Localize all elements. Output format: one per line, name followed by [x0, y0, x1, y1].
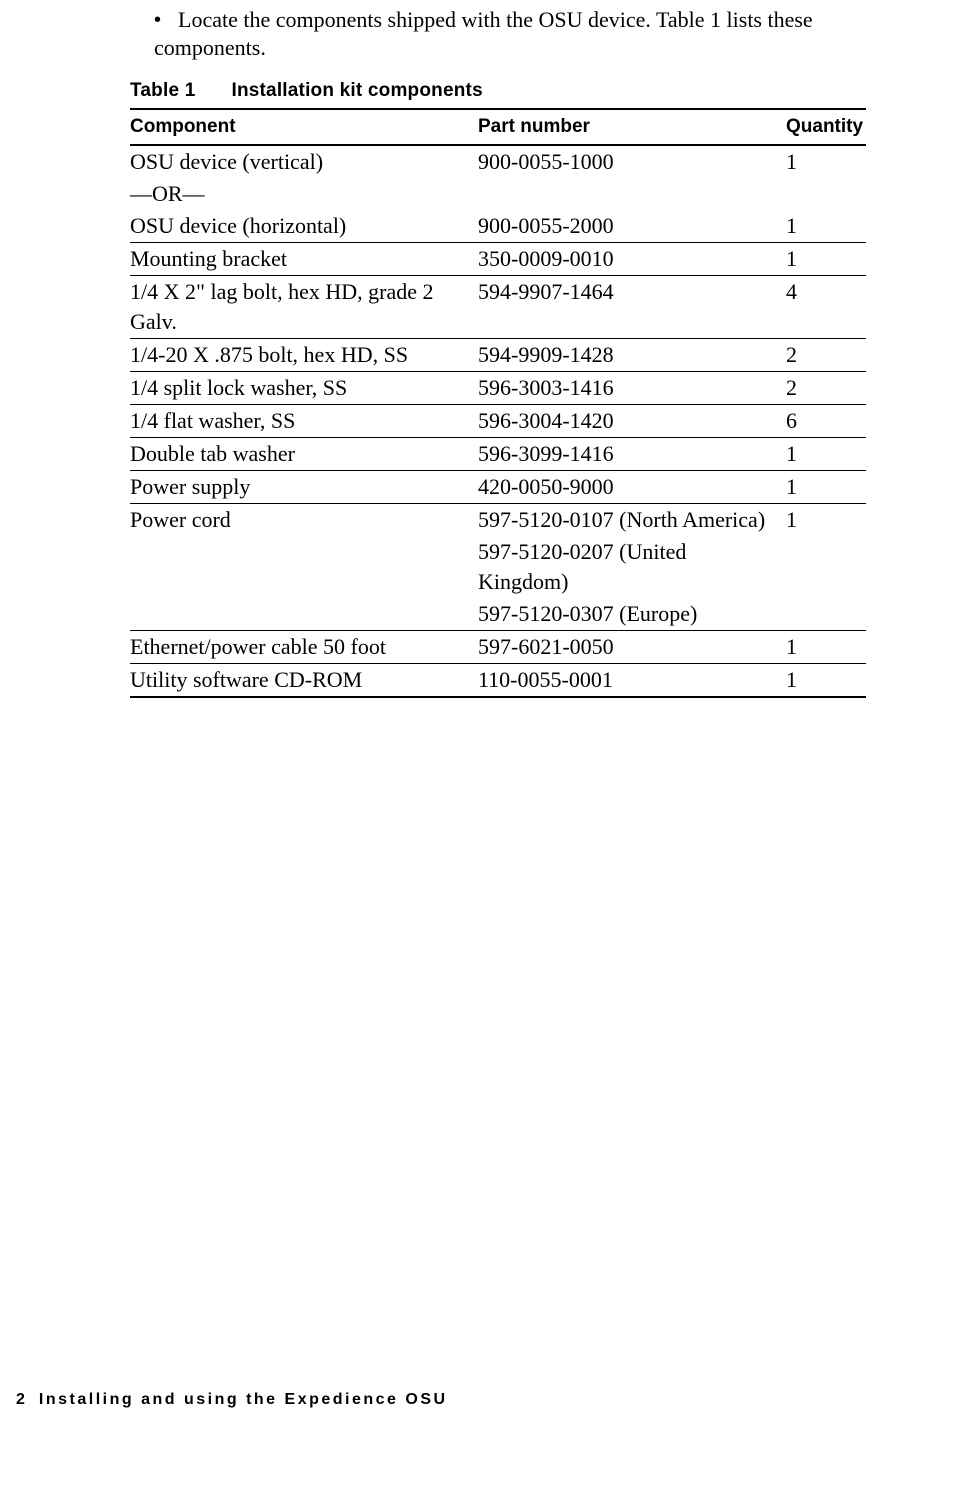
cell-part: 900-0055-1000 [478, 145, 786, 178]
cell-part: 597-5120-0207 (United Kingdom) [478, 536, 786, 598]
cell-qty [786, 598, 866, 631]
cell-part: 597-6021-0050 [478, 631, 786, 664]
cell-part: 596-3099-1416 [478, 438, 786, 471]
table-row: 1/4 X 2" lag bolt, hex HD, grade 2 Galv.… [130, 276, 866, 339]
cell-part: 596-3003-1416 [478, 372, 786, 405]
cell-qty [786, 178, 866, 210]
table-row: Double tab washer 596-3099-1416 1 [130, 438, 866, 471]
cell-qty: 2 [786, 339, 866, 372]
table-row: Mounting bracket 350-0009-0010 1 [130, 243, 866, 276]
table-caption-label: Table 1 [130, 80, 195, 102]
cell-component: Mounting bracket [130, 243, 478, 276]
intro-text: Locate the components shipped with the O… [154, 7, 813, 60]
cell-part: 900-0055-2000 [478, 210, 786, 243]
table-row: 1/4-20 X .875 bolt, hex HD, SS 594-9909-… [130, 339, 866, 372]
table-row: OSU device (horizontal) 900-0055-2000 1 [130, 210, 866, 243]
cell-component: OSU device (vertical) [130, 145, 478, 178]
cell-component: 1/4 split lock washer, SS [130, 372, 478, 405]
cell-component: 1/4 flat washer, SS [130, 405, 478, 438]
table-row: OSU device (vertical) 900-0055-1000 1 [130, 145, 866, 178]
table-row: —OR— [130, 178, 866, 210]
cell-component: Utility software CD-ROM [130, 664, 478, 698]
cell-part: 420-0050-9000 [478, 471, 786, 504]
table-row: Utility software CD-ROM 110-0055-0001 1 [130, 664, 866, 698]
table-row: Ethernet/power cable 50 foot 597-6021-00… [130, 631, 866, 664]
cell-component: 1/4 X 2" lag bolt, hex HD, grade 2 Galv. [130, 276, 478, 339]
cell-component: Power cord [130, 504, 478, 537]
cell-component: Power supply [130, 471, 478, 504]
cell-qty: 6 [786, 405, 866, 438]
intro-bullet: •Locate the components shipped with the … [154, 6, 866, 62]
col-header-qty: Quantity [786, 109, 866, 145]
table-row: 1/4 flat washer, SS 596-3004-1420 6 [130, 405, 866, 438]
table-row: 1/4 split lock washer, SS 596-3003-1416 … [130, 372, 866, 405]
cell-part: 594-9907-1464 [478, 276, 786, 339]
components-table: Component Part number Quantity OSU devic… [130, 108, 866, 698]
cell-part: 597-5120-0307 (Europe) [478, 598, 786, 631]
page-number: 2 [16, 1391, 25, 1409]
col-header-part: Part number [478, 109, 786, 145]
cell-component: —OR— [130, 178, 478, 210]
page-content: •Locate the components shipped with the … [0, 0, 976, 698]
cell-qty [786, 536, 866, 598]
table-row: Power cord 597-5120-0107 (North America)… [130, 504, 866, 537]
col-header-component: Component [130, 109, 478, 145]
cell-qty: 1 [786, 504, 866, 537]
cell-part [478, 178, 786, 210]
cell-component [130, 598, 478, 631]
table-caption: Table 1 Installation kit components [130, 80, 866, 102]
cell-component: Ethernet/power cable 50 foot [130, 631, 478, 664]
cell-qty: 1 [786, 664, 866, 698]
cell-qty: 1 [786, 243, 866, 276]
cell-qty: 1 [786, 210, 866, 243]
page-footer: 2 Installing and using the Expedience OSU [16, 1391, 448, 1409]
cell-qty: 1 [786, 471, 866, 504]
cell-component [130, 536, 478, 598]
table-caption-title: Installation kit components [231, 80, 482, 101]
cell-part: 350-0009-0010 [478, 243, 786, 276]
cell-part: 110-0055-0001 [478, 664, 786, 698]
bullet-icon: • [154, 6, 178, 34]
cell-qty: 1 [786, 631, 866, 664]
cell-part: 597-5120-0107 (North America) [478, 504, 786, 537]
cell-component: Double tab washer [130, 438, 478, 471]
cell-qty: 2 [786, 372, 866, 405]
cell-qty: 4 [786, 276, 866, 339]
table-header-row: Component Part number Quantity [130, 109, 866, 145]
table-row: 597-5120-0307 (Europe) [130, 598, 866, 631]
cell-part: 594-9909-1428 [478, 339, 786, 372]
table-row: 597-5120-0207 (United Kingdom) [130, 536, 866, 598]
cell-part: 596-3004-1420 [478, 405, 786, 438]
cell-qty: 1 [786, 145, 866, 178]
cell-qty: 1 [786, 438, 866, 471]
footer-title: Installing and using the Expedience OSU [39, 1391, 448, 1408]
cell-component: OSU device (horizontal) [130, 210, 478, 243]
table-row: Power supply 420-0050-9000 1 [130, 471, 866, 504]
cell-component: 1/4-20 X .875 bolt, hex HD, SS [130, 339, 478, 372]
